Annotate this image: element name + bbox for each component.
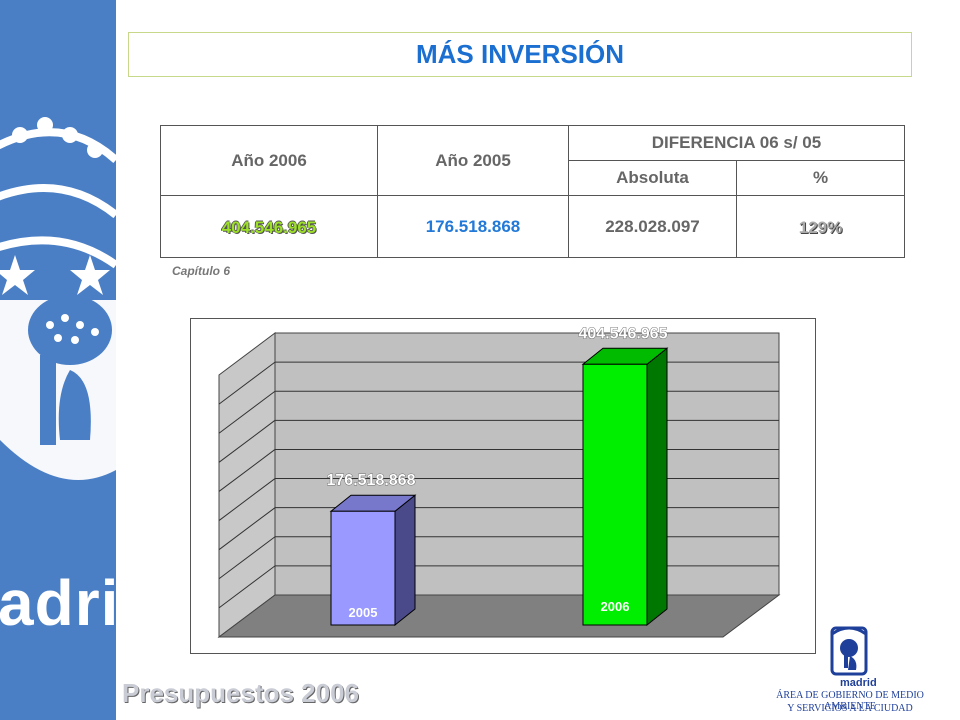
gridline-side — [218, 390, 276, 434]
category-label: 2006 — [601, 599, 630, 614]
logo-label: madrid — [840, 677, 877, 689]
left-brand-band: adrid — [0, 0, 116, 720]
bar-chart: 2005 176.518.868 2006 404.546.965 — [190, 318, 816, 654]
data-label: 404.546.965 — [579, 325, 668, 342]
bar-side — [646, 347, 668, 627]
department-line-2: Y SERVICIOS A LA CIUDAD — [787, 703, 913, 714]
header-difference: DIFERENCIA 06 s/ 05 — [568, 125, 905, 161]
table-note: Capítulo 6 — [172, 264, 231, 278]
department-line-1: ÁREA DE GOBIERNO DE MEDIO AMBIENTE — [776, 690, 924, 712]
gridline-side — [218, 478, 276, 521]
chart-floor — [217, 594, 781, 638]
value-absolute-difference: 228.028.097 — [568, 195, 737, 258]
data-label: 176.518.868 — [327, 472, 416, 489]
madrid-wordmark: adrid — [0, 567, 116, 639]
header-percent: % — [736, 160, 905, 196]
value-percent-difference: 129% — [736, 195, 905, 258]
page-title: MÁS INVERSIÓN — [415, 39, 625, 69]
crest-icon — [830, 626, 868, 676]
title-box: MÁS INVERSIÓN — [128, 32, 912, 77]
chart-canvas: 2005 176.518.868 2006 404.546.965 — [217, 325, 781, 638]
gridline-side — [218, 536, 276, 580]
header-absolute: Absoluta — [568, 160, 737, 196]
gridline-side — [218, 565, 276, 609]
bar-side — [394, 494, 416, 627]
gridline-side — [218, 361, 276, 405]
bar-2006 — [582, 363, 648, 626]
header-year-2006: Año 2006 — [160, 125, 378, 196]
value-2005: 176.518.868 — [377, 195, 569, 258]
bar-2005 — [330, 510, 396, 626]
madrid-crest-graphic — [0, 117, 116, 480]
gridline-side — [218, 449, 276, 492]
value-2006: 404.546.965 — [160, 195, 378, 258]
gridline-side — [218, 419, 276, 463]
footer-title: Presupuestos 2006 — [122, 678, 360, 708]
madrid-logo-block: madrid ÁREA DE GOBIERNO DE MEDIO AMBIENT… — [760, 620, 960, 720]
header-year-2005: Año 2005 — [377, 125, 569, 196]
budget-table: Año 2006 Año 2005 DIFERENCIA 06 s/ 05 Ab… — [160, 125, 905, 258]
gridline-side — [218, 507, 276, 551]
category-label: 2005 — [349, 605, 378, 620]
